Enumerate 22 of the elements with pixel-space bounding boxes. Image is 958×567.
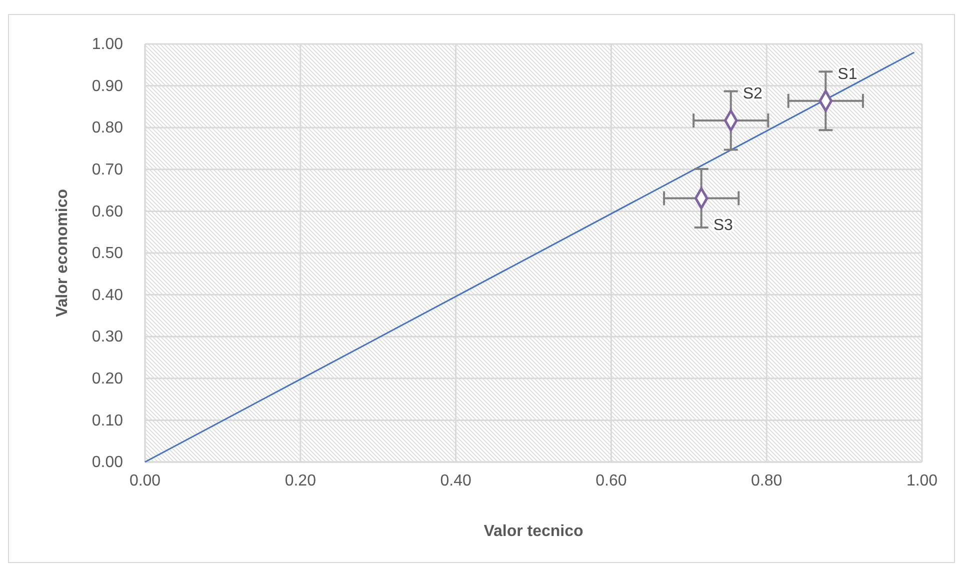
y-tick-label: 0.40 [92,286,124,304]
x-axis-title: Valor tecnico [484,523,584,540]
annotation: S1 [838,66,858,83]
x-tick-label: 0.00 [129,472,161,490]
y-tick-label: 0.90 [92,78,124,95]
y-axis-title: Valor economico [54,188,71,318]
y-tick-label: 0.10 [92,412,124,430]
y-tick-label: 0.70 [92,162,124,179]
annotation: S2 [742,85,763,102]
y-tick-label: 0.50 [92,245,124,262]
y-tick-label: 0.30 [92,328,124,346]
y-tick-label: 1.00 [92,36,124,54]
y-tick-label: 0.60 [92,203,124,220]
x-tick-label: 0.20 [284,472,316,490]
y-tick-label: 0.20 [92,370,124,388]
annotation: S3 [713,217,734,234]
y-tick-label: 0.00 [92,454,124,472]
x-tick-label: 0.40 [440,472,472,490]
x-tick-label: 0.60 [596,472,627,490]
y-tick-label: 0.80 [92,120,124,137]
x-tick-label: 1.00 [906,472,938,490]
x-tick-label: 0.80 [751,472,782,490]
